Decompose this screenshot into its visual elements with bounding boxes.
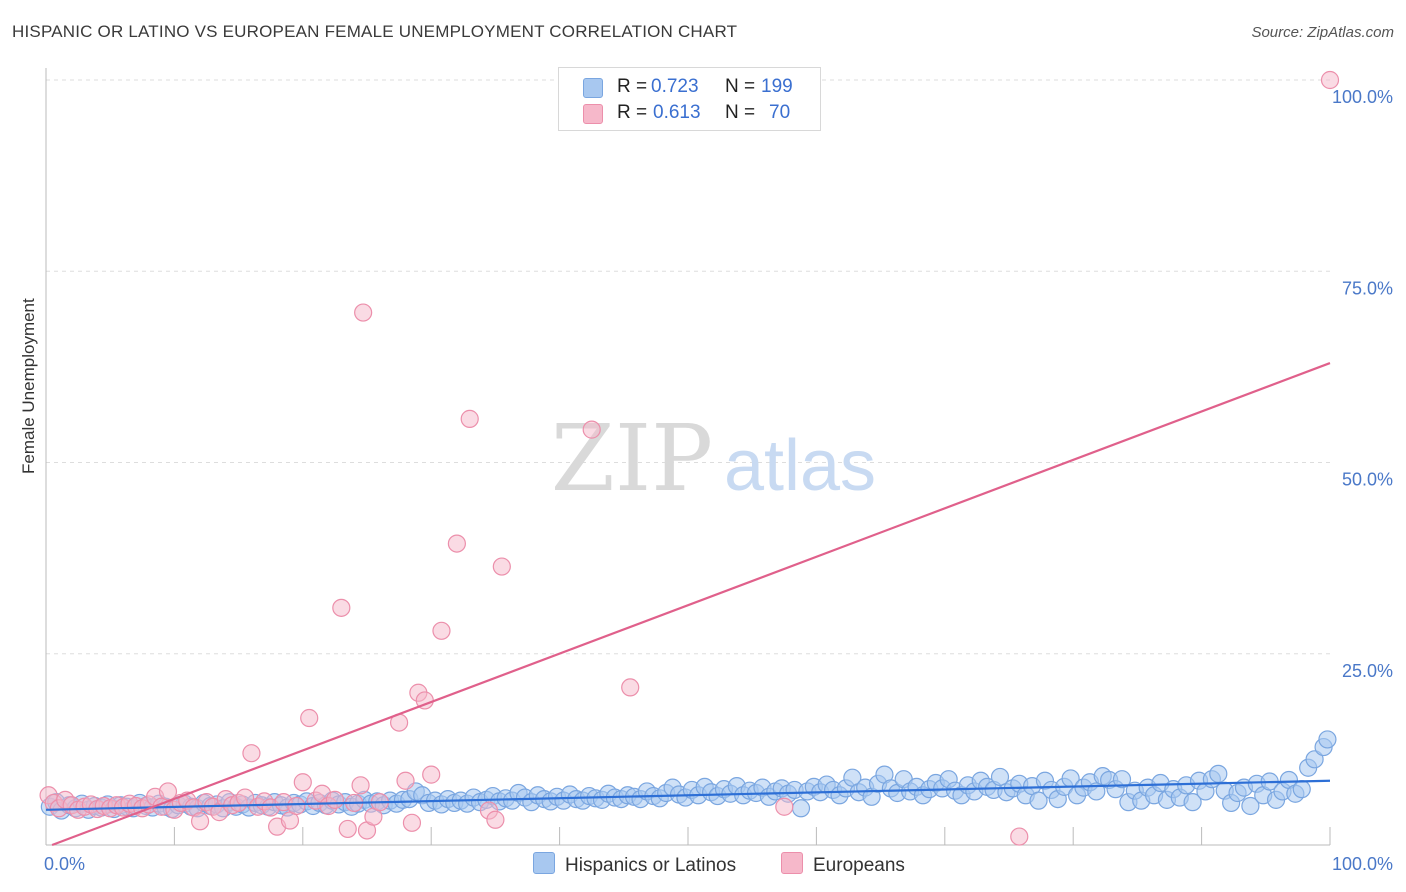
- trend-line-europeans: [51, 362, 1331, 847]
- data-point-europeans: [402, 813, 422, 832]
- legend-item-europeans: Europeans: [781, 852, 905, 877]
- legend-n-value: 70: [769, 102, 791, 123]
- y-tick-label: 100.0%: [1332, 87, 1393, 107]
- y-tick-label: 75.0%: [1342, 278, 1393, 298]
- data-point-europeans: [354, 303, 373, 322]
- source-label: Source: ZipAtlas.com: [1251, 24, 1394, 41]
- legend-r-value: 0.723: [651, 76, 699, 97]
- data-point-hispanics: [791, 799, 811, 818]
- legend-swatch-blue: [533, 852, 555, 874]
- data-point-hispanics: [1029, 791, 1048, 810]
- data-point-europeans: [287, 796, 306, 816]
- data-point-europeans: [486, 810, 505, 829]
- data-point-europeans: [422, 765, 441, 784]
- trend-line-hispanics: [45, 779, 1331, 811]
- data-point-europeans: [242, 744, 261, 763]
- data-point-europeans: [1010, 827, 1029, 846]
- data-point-europeans: [325, 790, 344, 809]
- data-point-europeans: [300, 708, 319, 728]
- data-point-europeans: [447, 534, 466, 553]
- data-point-hispanics: [1292, 780, 1311, 799]
- data-point-europeans: [492, 557, 511, 576]
- data-point-hispanics: [1112, 770, 1132, 789]
- data-point-europeans: [332, 598, 351, 617]
- x-tick-label: 100.0%: [1332, 854, 1393, 874]
- data-point-hispanics: [1209, 764, 1228, 783]
- data-point-europeans: [460, 409, 479, 428]
- y-tick-label: 25.0%: [1342, 661, 1393, 681]
- axes: [45, 68, 1331, 846]
- legend-n-value: 199: [761, 76, 793, 97]
- data-point-europeans: [775, 797, 794, 816]
- data-point-hispanics: [1305, 750, 1324, 769]
- legend-r-label: R =: [617, 76, 648, 97]
- tick-labels: 25.0% 50.0% 75.0% 100.0% 0.0% 100.0%: [44, 87, 1393, 874]
- data-point-europeans: [582, 420, 601, 439]
- legend-item-hispanics: Hispanics or Latinos: [533, 852, 736, 877]
- gridlines: [46, 79, 1330, 655]
- watermark: ZIP atlas: [551, 405, 876, 512]
- data-point-europeans: [351, 776, 370, 795]
- data-point-europeans: [190, 812, 210, 831]
- legend-r-label: R =: [617, 102, 648, 123]
- data-point-hispanics: [990, 767, 1010, 787]
- watermark-atlas: atlas: [724, 426, 876, 506]
- data-point-europeans: [432, 621, 451, 640]
- data-point-europeans: [338, 819, 357, 839]
- legend-n-label: N =: [725, 102, 756, 123]
- data-point-europeans: [621, 678, 640, 697]
- chart-title: HISPANIC OR LATINO VS EUROPEAN FEMALE UN…: [12, 22, 738, 41]
- data-point-europeans: [158, 782, 178, 801]
- legend-label-europeans: Europeans: [813, 855, 905, 876]
- legend-label-hispanics: Hispanics or Latinos: [565, 855, 737, 876]
- correlation-legend: R = 0.723 N = 199 R = 0.613 N = 70: [558, 67, 821, 131]
- data-point-europeans: [396, 771, 415, 790]
- legend-swatch-pink: [781, 852, 803, 874]
- data-point-hispanics: [1241, 796, 1260, 816]
- legend-swatch-blue: [583, 78, 603, 98]
- y-tick-label: 50.0%: [1342, 470, 1393, 490]
- data-point-hispanics: [1183, 793, 1202, 812]
- legend-n-label: N =: [725, 76, 756, 97]
- data-point-europeans: [1320, 70, 1340, 90]
- legend-r-value: 0.613: [653, 102, 701, 123]
- data-point-hispanics: [1318, 730, 1337, 749]
- y-axis-label: Female Unemployment: [19, 298, 38, 474]
- data-point-europeans: [293, 773, 312, 792]
- trend-lines: [45, 362, 1331, 847]
- legend-swatch-pink: [583, 104, 603, 124]
- watermark-zip: ZIP: [551, 405, 713, 512]
- x-tick-label: 0.0%: [44, 854, 85, 874]
